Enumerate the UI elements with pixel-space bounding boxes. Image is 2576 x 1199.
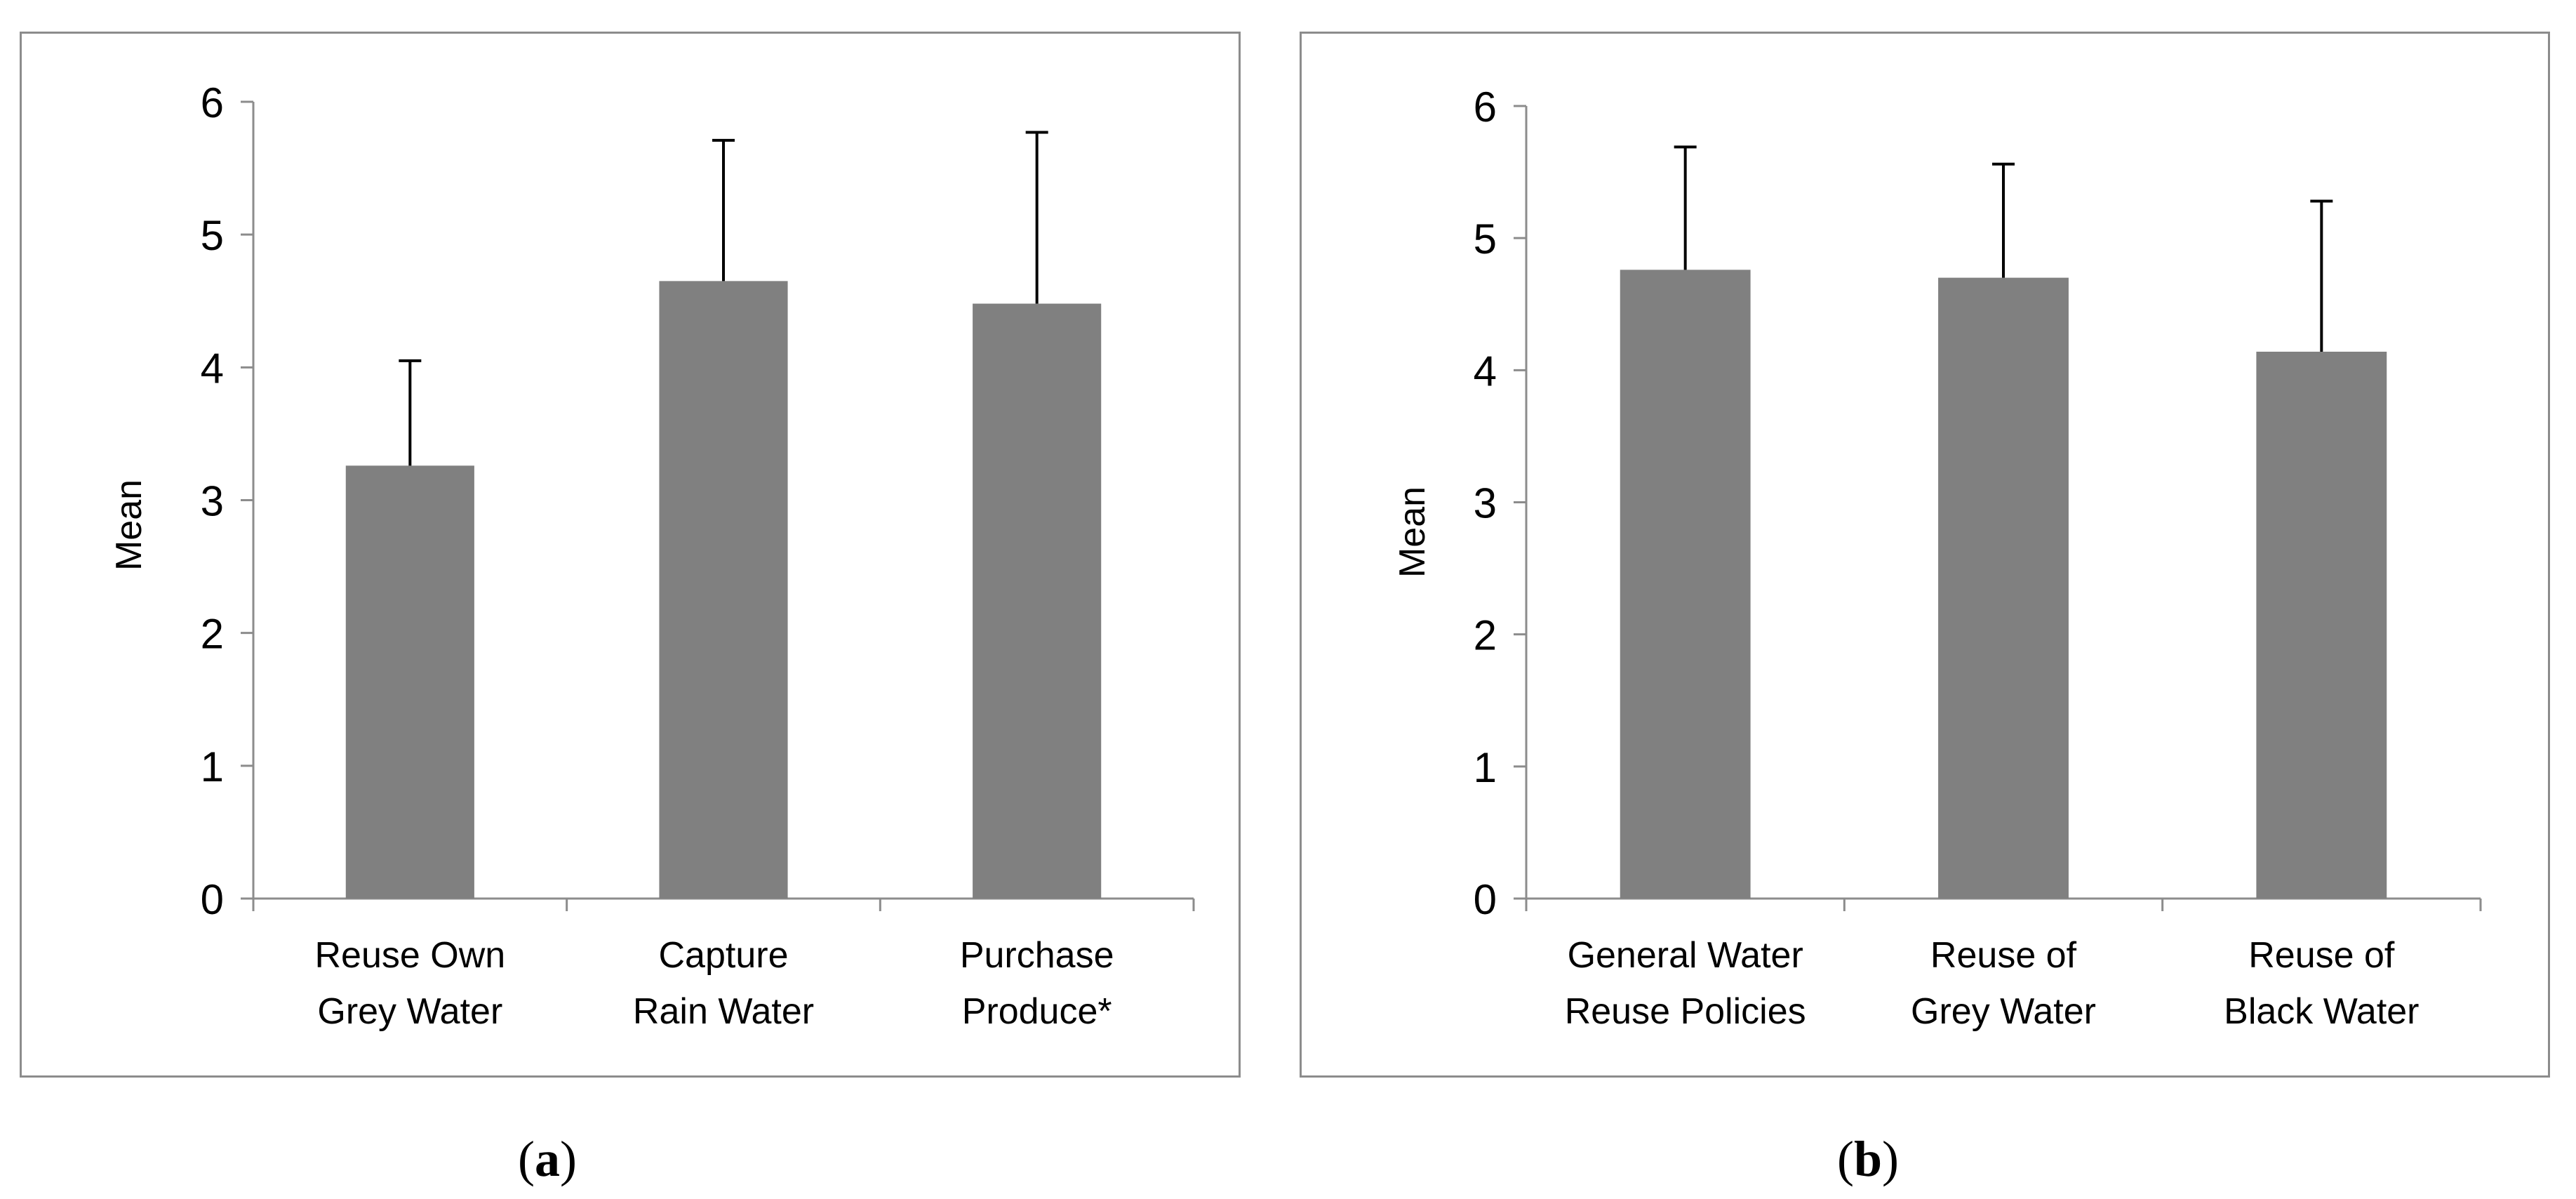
x-category-label: Grey Water: [1911, 991, 2096, 1032]
y-tick-label: 1: [1474, 744, 1497, 791]
caption-b-close: ): [1882, 1131, 1899, 1187]
x-category-label: Capture: [659, 935, 789, 976]
caption-a-close: ): [560, 1131, 577, 1187]
x-category-label: Reuse Own: [314, 935, 505, 976]
y-tick-label: 0: [1474, 876, 1497, 923]
bar: [345, 465, 474, 899]
y-tick-label: 6: [201, 79, 224, 126]
caption-a-letter: a: [535, 1131, 560, 1187]
x-category-label: General Water: [1568, 935, 1803, 976]
bar-chart-b: 0 1 2 3 4 5 6 Mean General Water Reuse Policies Re…: [1392, 84, 2482, 1032]
caption-b-letter: b: [1853, 1131, 1883, 1187]
y-axis-label: Mean: [109, 479, 149, 571]
x-category-label: Black Water: [2224, 991, 2419, 1032]
bar: [659, 281, 788, 899]
caption-a: (a): [477, 1130, 618, 1188]
bar: [1620, 270, 1751, 899]
y-tick-label: 2: [201, 611, 224, 658]
chart-panel-b: 0 1 2 3 4 5 6 Mean General Water Reuse Policies Re…: [1300, 32, 2550, 1078]
x-category-label: Grey Water: [317, 991, 502, 1032]
y-tick-label: 3: [1474, 480, 1497, 527]
chart-panel-a: 0 1 2 3 4 5 6 Mean Reuse Own Grey Water Capture Rai…: [20, 32, 1241, 1078]
caption-b: (b): [1798, 1130, 1938, 1188]
y-tick-label: 6: [1474, 84, 1497, 131]
bar: [2256, 351, 2387, 899]
x-category-label: Produce*: [962, 991, 1112, 1032]
y-tick-label: 5: [201, 212, 224, 259]
y-tick-label: 0: [201, 876, 224, 923]
y-tick-label: 4: [201, 345, 224, 392]
y-tick-label: 4: [1474, 347, 1497, 395]
y-tick-label: 2: [1474, 612, 1497, 659]
bar-chart-a: 0 1 2 3 4 5 6 Mean Reuse Own Grey Water Capture Rai…: [109, 79, 1195, 1032]
y-tick-label: 1: [201, 743, 224, 790]
x-category-label: Reuse of: [1930, 935, 2077, 976]
caption-a-open: (: [518, 1131, 535, 1187]
caption-b-open: (: [1836, 1131, 1854, 1187]
y-tick-label: 3: [201, 478, 224, 525]
x-category-label: Purchase: [960, 935, 1114, 976]
y-tick-label: 5: [1474, 216, 1497, 263]
x-category-label: Rain Water: [633, 991, 814, 1032]
y-axis-label: Mean: [1392, 486, 1433, 578]
x-category-label: Reuse Policies: [1565, 991, 1806, 1032]
x-category-label: Reuse of: [2248, 935, 2395, 976]
bar: [1938, 277, 2069, 899]
bar: [973, 303, 1102, 899]
